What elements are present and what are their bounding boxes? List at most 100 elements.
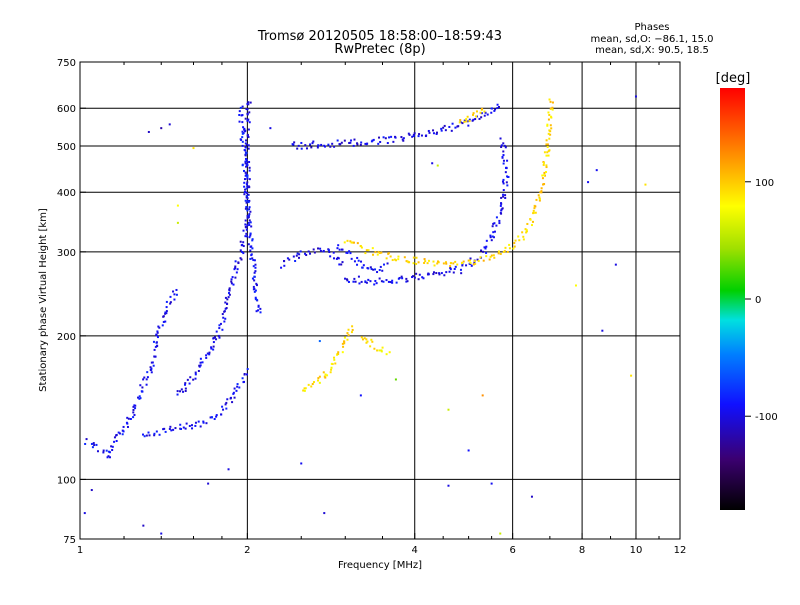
colorbar-ticks: 100 0 -100 (745, 178, 778, 423)
data-point (542, 163, 545, 166)
data-point (449, 261, 452, 264)
data-point (543, 151, 546, 154)
data-point (345, 278, 348, 281)
data-point (356, 263, 359, 266)
data-point (244, 157, 247, 160)
data-point (184, 387, 187, 390)
data-point (500, 209, 503, 212)
data-point (247, 201, 250, 204)
data-point (304, 387, 307, 390)
data-point (241, 136, 244, 139)
data-point (364, 280, 367, 283)
data-point (336, 256, 339, 259)
data-point (459, 268, 462, 271)
data-point (337, 244, 340, 247)
data-point (402, 137, 405, 140)
data-point (300, 147, 303, 150)
data-point (210, 346, 213, 349)
data-point (373, 347, 376, 350)
data-point (133, 413, 136, 416)
data-point (546, 143, 549, 146)
data-point (242, 229, 245, 232)
data-point (329, 371, 332, 374)
data-point (367, 267, 370, 270)
data-point (354, 280, 357, 283)
y-tick-label: 100 (57, 475, 76, 486)
data-point (243, 380, 246, 383)
data-point (245, 206, 248, 209)
data-point (106, 456, 109, 459)
data-point (230, 278, 233, 281)
data-point (341, 248, 344, 251)
data-point (249, 257, 252, 260)
data-point (500, 196, 503, 199)
data-point (467, 124, 470, 127)
data-point (253, 259, 256, 262)
data-point (408, 133, 411, 136)
data-point (246, 368, 249, 371)
data-point (449, 265, 452, 268)
data-point (243, 185, 246, 188)
data-point (155, 430, 158, 433)
data-point (126, 416, 129, 419)
data-point (360, 336, 363, 339)
data-point (499, 532, 502, 535)
data-point (484, 247, 487, 250)
data-point (313, 251, 316, 254)
data-point (501, 180, 504, 183)
data-point (241, 243, 244, 246)
data-point (389, 255, 392, 258)
data-point (95, 443, 98, 446)
data-point (233, 396, 236, 399)
data-point (164, 320, 167, 323)
data-point (397, 258, 400, 261)
data-point (432, 271, 435, 274)
data-point (521, 231, 524, 234)
data-point (318, 340, 321, 343)
data-point (176, 390, 179, 393)
data-point (241, 140, 244, 143)
data-point (539, 191, 542, 194)
data-point (248, 206, 251, 209)
data-point (233, 268, 236, 271)
data-point (490, 482, 493, 485)
data-point (323, 375, 326, 378)
data-point (349, 141, 352, 144)
data-point (322, 371, 325, 374)
data-point (243, 181, 246, 184)
data-point (133, 404, 136, 407)
data-point (247, 144, 250, 147)
data-point (347, 334, 350, 337)
data-point (245, 201, 248, 204)
data-point (440, 129, 443, 132)
data-point (465, 264, 468, 267)
data-point (548, 113, 551, 116)
data-point (251, 238, 254, 241)
data-point (460, 272, 463, 275)
data-point (490, 107, 493, 110)
x-tick-label: 4 (412, 545, 418, 556)
data-point (432, 132, 435, 135)
data-point (247, 185, 250, 188)
data-point (346, 338, 349, 341)
data-point (522, 238, 525, 241)
data-point (132, 416, 135, 419)
data-point (205, 354, 208, 357)
data-point (96, 450, 99, 453)
data-point (506, 184, 509, 187)
data-point (176, 393, 179, 396)
data-point (147, 130, 150, 133)
data-point (145, 383, 148, 386)
data-point (150, 371, 153, 374)
data-point (236, 268, 239, 271)
data-point (524, 228, 527, 231)
data-point (224, 301, 227, 304)
data-point (332, 257, 335, 260)
data-point (549, 124, 552, 127)
data-point (388, 136, 391, 139)
data-point (182, 426, 185, 429)
data-point (504, 197, 507, 200)
data-point (387, 280, 390, 283)
data-point (247, 136, 250, 139)
